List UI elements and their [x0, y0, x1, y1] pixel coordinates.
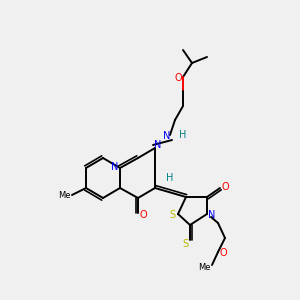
- Text: S: S: [182, 239, 188, 249]
- Text: O: O: [139, 210, 147, 220]
- Text: H: H: [166, 173, 174, 183]
- Text: N: N: [111, 162, 119, 172]
- Text: S: S: [169, 210, 175, 220]
- Text: Me: Me: [58, 191, 70, 200]
- Text: N: N: [208, 210, 216, 220]
- Text: O: O: [221, 182, 229, 192]
- Text: N: N: [163, 131, 171, 141]
- Text: O: O: [174, 73, 182, 83]
- Text: O: O: [219, 248, 227, 258]
- Text: H: H: [179, 130, 187, 140]
- Text: N: N: [154, 140, 162, 150]
- Text: Me: Me: [198, 263, 210, 272]
